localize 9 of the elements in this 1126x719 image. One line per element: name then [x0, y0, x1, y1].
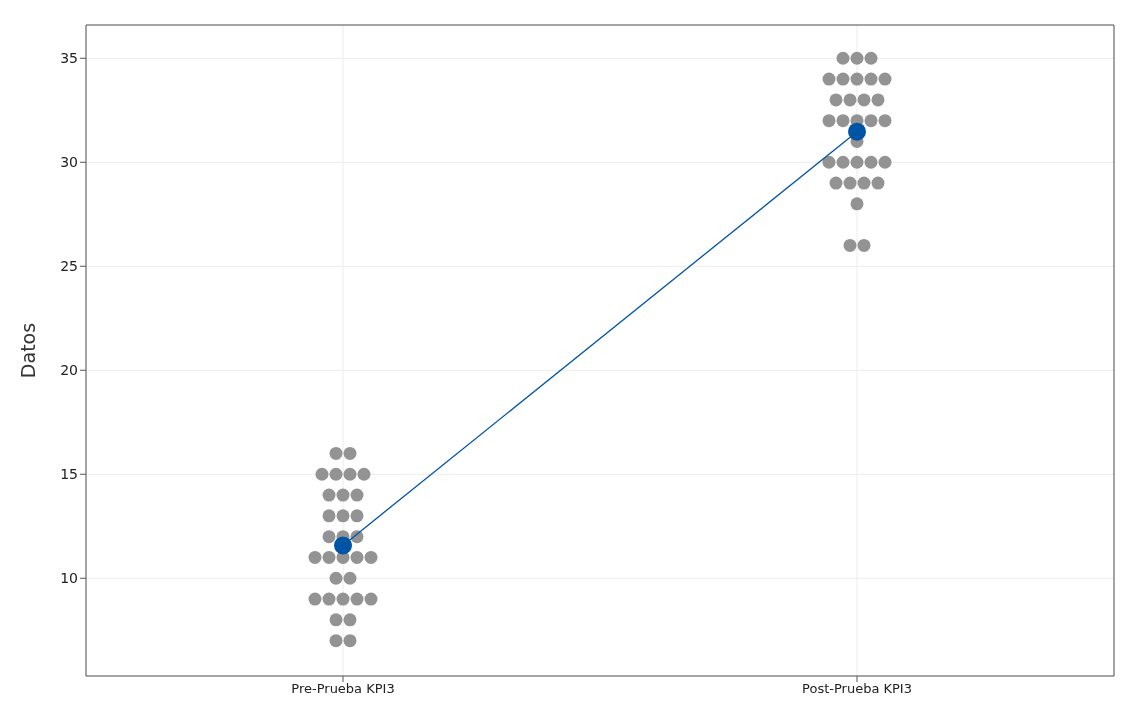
y-tick-label: 20 — [60, 362, 78, 379]
x-tick-label: Post-Prueba KPI3 — [802, 681, 912, 697]
y-tick-label: 35 — [60, 50, 78, 67]
y-axis-title: Datos — [16, 322, 39, 379]
y-tick-label: 10 — [60, 570, 78, 587]
y-tick-label: 25 — [60, 258, 78, 275]
y-tick-label: 30 — [60, 154, 78, 171]
x-tick-label: Pre-Prueba KPI3 — [291, 681, 395, 697]
y-tick-label: 15 — [60, 466, 78, 483]
